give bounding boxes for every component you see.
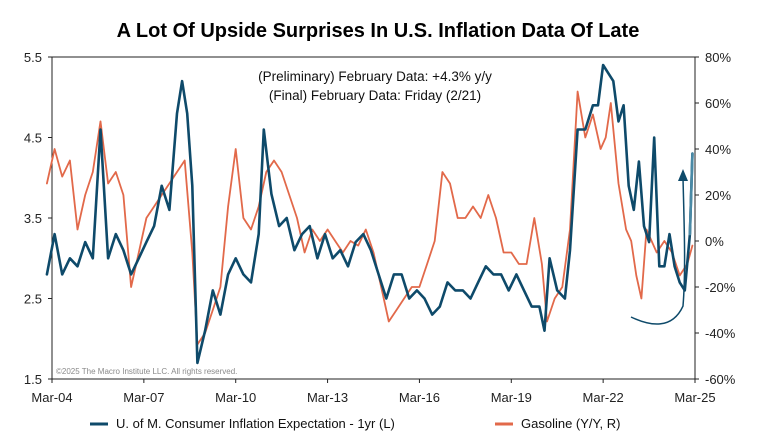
x-tick-label: Mar-16 xyxy=(399,390,440,405)
legend-label-expectation: U. of M. Consumer Inflation Expectation … xyxy=(116,416,395,431)
left-tick-label: 1.5 xyxy=(24,372,42,387)
right-tick-label: -60% xyxy=(705,372,736,387)
x-tick-label: Mar-19 xyxy=(491,390,532,405)
right-tick-label: 0% xyxy=(705,234,724,249)
x-tick-label: Mar-13 xyxy=(307,390,348,405)
copyright-note: ©2025 The Macro Institute LLC. All right… xyxy=(56,367,237,376)
series-line-expectation-latest xyxy=(688,152,694,236)
series-layer xyxy=(45,63,694,365)
left-tick-label: 3.5 xyxy=(24,211,42,226)
series-line-gasoline xyxy=(46,90,694,346)
series-line-expectation xyxy=(45,63,694,365)
x-tick-label: Mar-25 xyxy=(674,390,715,405)
right-tick-label: 60% xyxy=(705,96,731,111)
x-tick-label: Mar-22 xyxy=(583,390,624,405)
chart-title: A Lot Of Upside Surprises In U.S. Inflat… xyxy=(117,20,640,42)
x-tick-label: Mar-07 xyxy=(123,390,164,405)
right-tick-label: 80% xyxy=(705,50,731,65)
left-tick-label: 5.5 xyxy=(24,50,42,65)
x-tick-label: Mar-04 xyxy=(31,390,72,405)
right-tick-label: -40% xyxy=(705,326,736,341)
x-axis: Mar-04 Mar-07 Mar-10 Mar-13 Mar-16 Mar-19 Mar-… xyxy=(31,379,716,405)
trend-arrow xyxy=(630,177,686,325)
left-axis: 1.5 2.5 3.5 4.5 5.5 xyxy=(24,50,52,387)
x-tick-label: Mar-10 xyxy=(215,390,256,405)
left-tick-label: 2.5 xyxy=(24,292,42,307)
right-tick-label: 20% xyxy=(705,188,731,203)
left-tick-label: 4.5 xyxy=(24,131,42,146)
right-tick-label: 40% xyxy=(705,142,731,157)
right-tick-label: -20% xyxy=(705,280,736,295)
trend-arrow-head xyxy=(678,169,688,181)
right-axis: -60% -40% -20% 0% 20% 40% 60% 80% xyxy=(695,50,736,387)
annotation-preliminary: (Preliminary) February Data: +4.3% y/y xyxy=(258,69,492,84)
annotation-final: (Final) February Data: Friday (2/21) xyxy=(269,88,481,103)
legend-label-gasoline: Gasoline (Y/Y, R) xyxy=(521,416,620,431)
